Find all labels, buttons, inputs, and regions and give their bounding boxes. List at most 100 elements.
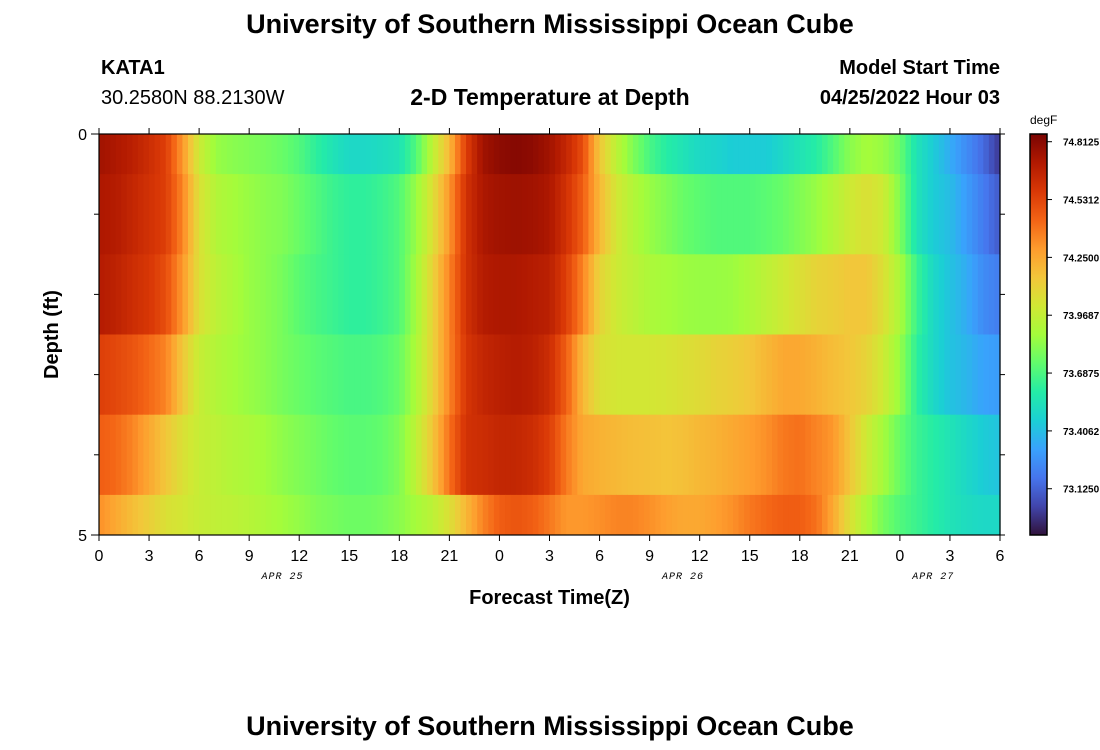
heatmap-cell xyxy=(860,134,868,175)
heatmap-cell xyxy=(749,134,756,175)
heatmap-cell xyxy=(955,134,962,175)
heatmap-cell xyxy=(215,414,222,496)
heatmap-cell xyxy=(510,134,517,175)
heatmap-cell xyxy=(165,174,172,255)
heatmap-cell xyxy=(427,134,434,175)
heatmap-cell xyxy=(265,134,273,175)
heatmap-cell xyxy=(199,334,206,416)
heatmap-cell xyxy=(427,174,434,255)
heatmap-cell xyxy=(983,134,990,175)
heatmap-cell xyxy=(849,494,856,536)
heatmap-cell xyxy=(755,414,762,496)
heatmap-cell xyxy=(149,494,156,536)
heatmap-cell xyxy=(399,334,406,416)
heatmap-cell xyxy=(593,494,601,536)
heatmap-cell xyxy=(977,134,984,175)
heatmap-cell xyxy=(499,174,506,255)
heatmap-cell xyxy=(710,174,717,255)
heatmap-cell xyxy=(377,254,384,335)
heatmap-cell xyxy=(771,174,779,255)
heatmap-cell xyxy=(493,134,501,175)
heatmap-cell xyxy=(972,334,979,416)
heatmap-cell xyxy=(905,254,912,335)
heatmap-cell xyxy=(204,134,211,175)
heatmap-cell xyxy=(137,174,145,255)
heatmap-cell xyxy=(877,494,884,536)
heatmap-cell xyxy=(966,174,973,255)
heatmap-cell xyxy=(866,494,873,536)
heatmap-cell xyxy=(176,254,184,335)
heatmap-cell xyxy=(243,414,250,496)
heatmap-cell xyxy=(733,174,740,255)
heatmap-cell xyxy=(349,334,356,416)
heatmap-cell xyxy=(694,414,701,496)
heatmap-cell xyxy=(922,134,929,175)
heatmap-cell xyxy=(777,414,784,496)
heatmap-cell xyxy=(938,414,945,496)
heatmap-cell xyxy=(254,494,261,536)
heatmap-cell xyxy=(827,494,834,536)
heatmap-cell xyxy=(805,174,812,255)
heatmap-cell xyxy=(271,254,278,335)
heatmap-cell xyxy=(365,334,373,416)
x-tick-label: 9 xyxy=(245,548,254,565)
heatmap-cell xyxy=(771,414,779,496)
heatmap-cell xyxy=(677,134,684,175)
heatmap-cell xyxy=(176,334,184,416)
heatmap-cell xyxy=(721,414,729,496)
heatmap-cell xyxy=(521,254,528,335)
heatmap-cell xyxy=(582,334,590,416)
heatmap-cell xyxy=(182,414,189,496)
heatmap-cell xyxy=(532,254,539,335)
heatmap-cell xyxy=(388,134,395,175)
heatmap-cell xyxy=(966,254,973,335)
heatmap-cell xyxy=(621,494,628,536)
heatmap-cell xyxy=(911,334,918,416)
heatmap-cell xyxy=(477,494,484,536)
heatmap-cell xyxy=(260,414,267,496)
heatmap-cell xyxy=(822,254,829,335)
heatmap-cell xyxy=(716,494,723,536)
heatmap-cell xyxy=(588,414,595,496)
heatmap-cell xyxy=(682,134,690,175)
heatmap-cell xyxy=(644,414,651,496)
heatmap-cell xyxy=(171,494,178,536)
heatmap-cell xyxy=(799,174,806,255)
heatmap-cell xyxy=(299,334,306,416)
heatmap-cell xyxy=(410,414,417,496)
heatmap-cell xyxy=(816,414,823,496)
heatmap-cell xyxy=(988,414,996,496)
heatmap-cell xyxy=(983,494,990,536)
heatmap-cell xyxy=(794,174,801,255)
heatmap-cell xyxy=(527,334,534,416)
heatmap-cell xyxy=(655,334,662,416)
x-tick-label: 3 xyxy=(145,548,154,565)
heatmap-cell xyxy=(771,254,779,335)
heatmap-cell xyxy=(454,254,462,335)
heatmap-cell xyxy=(538,334,545,416)
heatmap-cell xyxy=(927,494,934,536)
heatmap-cell xyxy=(171,254,178,335)
heatmap-cell xyxy=(143,174,150,255)
heatmap-cell xyxy=(327,494,334,536)
heatmap-cell xyxy=(849,414,856,496)
heatmap-cell xyxy=(132,414,139,496)
heatmap-cell xyxy=(727,174,734,255)
heatmap-cell xyxy=(783,494,790,536)
heatmap-cell xyxy=(521,414,528,496)
heatmap-cell xyxy=(716,254,723,335)
heatmap-cell xyxy=(966,334,973,416)
heatmap-cell xyxy=(321,494,328,536)
heatmap-cell xyxy=(927,254,934,335)
heatmap-cell xyxy=(304,174,311,255)
heatmap-cell xyxy=(404,494,412,536)
heatmap-cell xyxy=(432,494,439,536)
heatmap-cell xyxy=(327,134,334,175)
heatmap-cell xyxy=(749,174,756,255)
heatmap-cell xyxy=(154,414,161,496)
heatmap-cell xyxy=(610,494,617,536)
heatmap-cell xyxy=(810,494,818,536)
heatmap-cell xyxy=(905,134,912,175)
heatmap-cell xyxy=(694,134,701,175)
heatmap-cell xyxy=(382,254,389,335)
